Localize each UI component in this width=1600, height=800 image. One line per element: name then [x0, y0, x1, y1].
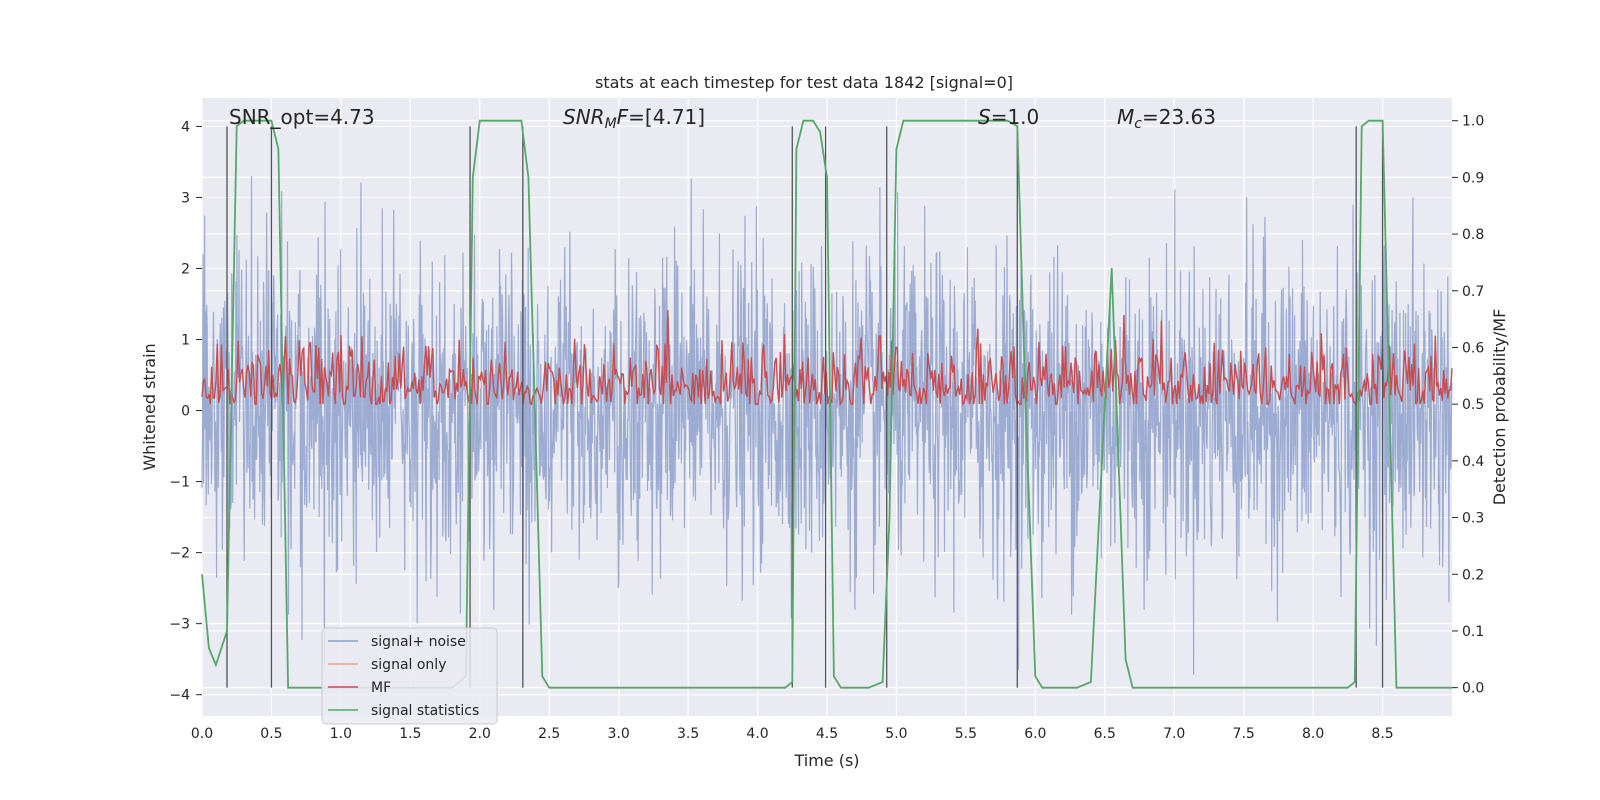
x-tick-label: 0.0 [191, 726, 213, 742]
y-right-tick-label: 0.4 [1462, 454, 1484, 470]
annotation-snr-mf-sub: M [605, 116, 617, 132]
y-right-tick-label: 0.0 [1462, 681, 1484, 697]
y-left-axis-ticks: 4 3 2 1 0 −1 −2 −3 −4 [169, 119, 202, 704]
series-mf [201, 310, 1453, 407]
annotation-mc: Mc=23.63 [1117, 105, 1216, 132]
annotation-s-value: =1.0 [991, 105, 1040, 129]
legend-label-signal-statistics: signal statistics [371, 703, 479, 719]
y-right-axis-ticks: 1.0 0.9 0.8 0.7 0.6 0.5 0.4 0.3 0.2 0.1 0.0 [1452, 114, 1484, 697]
x-tick-label: 2.5 [538, 726, 560, 742]
annotation-snr-mf-value: =[4.71] [628, 105, 705, 129]
y-right-tick-label: 0.6 [1462, 340, 1484, 356]
x-tick-label: 1.0 [330, 726, 352, 742]
x-tick-label: 5.0 [885, 726, 907, 742]
y-right-tick-label: 0.9 [1462, 170, 1484, 186]
annotation-snr-mf: SNRMF=[4.71] [563, 105, 705, 132]
annotation-mc-symbol: M [1117, 105, 1134, 129]
y-right-tick-label: 0.2 [1462, 567, 1484, 583]
x-tick-label: 7.0 [1163, 726, 1185, 742]
y-left-tick-label: −3 [169, 617, 190, 633]
legend-label-signal-only: signal only [371, 657, 446, 673]
x-tick-label: 2.0 [469, 726, 491, 742]
detection-markers [226, 126, 1384, 688]
y-left-tick-label: 1 [181, 333, 190, 349]
y-right-tick-label: 0.1 [1462, 624, 1484, 640]
x-tick-label: 4.0 [746, 726, 768, 742]
y-right-axis-label: Detection probability/MF [1490, 309, 1509, 506]
series-mf-line [201, 310, 1453, 407]
y-left-tick-label: −1 [169, 475, 190, 491]
annotation-mc-value: =23.63 [1142, 105, 1216, 129]
y-left-tick-label: 4 [181, 119, 190, 135]
y-right-tick-label: 1.0 [1462, 114, 1484, 130]
annotation-snr-mf-symbol: SNR [563, 105, 605, 129]
annotation-snr-mf-symbol2: F [617, 105, 629, 129]
y-left-axis-label: Whitened strain [140, 343, 159, 470]
annotation-s: S=1.0 [978, 105, 1039, 129]
y-left-tick-label: −4 [169, 688, 190, 704]
y-right-tick-label: 0.8 [1462, 227, 1484, 243]
chart-title: stats at each timestep for test data 184… [595, 73, 1013, 92]
legend: signal+ noise signal only MF signal stat… [321, 627, 498, 725]
x-tick-label: 3.5 [677, 726, 699, 742]
y-right-tick-label: 0.5 [1462, 397, 1484, 413]
x-axis-label: Time (s) [793, 751, 859, 770]
x-tick-label: 7.5 [1233, 726, 1255, 742]
y-left-tick-label: −2 [169, 546, 190, 562]
annotation-snr-opt: SNR_opt=4.73 [229, 105, 375, 129]
legend-label-signal-plus-noise: signal+ noise [371, 634, 466, 650]
x-tick-label: 6.5 [1094, 726, 1116, 742]
annotation-mc-sub: c [1134, 116, 1142, 132]
legend-label-mf: MF [371, 680, 391, 696]
y-right-tick-label: 0.7 [1462, 284, 1484, 300]
annotation-s-symbol: S [978, 105, 991, 129]
x-tick-label: 3.0 [608, 726, 630, 742]
x-tick-label: 8.5 [1371, 726, 1393, 742]
x-tick-label: 4.5 [816, 726, 838, 742]
y-left-tick-label: 0 [181, 404, 190, 420]
y-left-tick-label: 3 [181, 190, 190, 206]
x-tick-label: 6.0 [1024, 726, 1046, 742]
x-tick-label: 1.5 [399, 726, 421, 742]
x-tick-label: 0.5 [260, 726, 282, 742]
legend-frame [321, 627, 498, 725]
y-right-tick-label: 0.3 [1462, 511, 1484, 527]
y-left-tick-label: 2 [181, 261, 190, 277]
x-tick-label: 8.0 [1302, 726, 1324, 742]
x-axis-ticks: 0.0 0.5 1.0 1.5 2.0 2.5 3.0 3.5 4.0 4.5 5.0 5.5 6.0 6… [191, 726, 1394, 742]
x-tick-label: 5.5 [955, 726, 977, 742]
